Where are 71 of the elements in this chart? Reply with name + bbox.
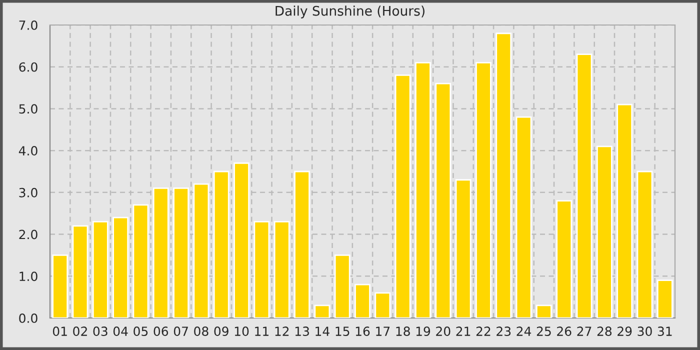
bar xyxy=(112,216,129,318)
x-tick-label: 11 xyxy=(255,326,268,336)
bar xyxy=(496,32,512,318)
x-tick-label: 15 xyxy=(336,326,350,336)
bar xyxy=(354,284,370,318)
bar xyxy=(254,221,270,318)
x-tick-label: 16 xyxy=(356,326,370,336)
bar xyxy=(52,254,68,318)
x-tick-label: 07 xyxy=(174,326,188,336)
bar xyxy=(476,62,492,318)
bar xyxy=(656,280,673,318)
bar xyxy=(152,188,169,318)
x-tick-label: 04 xyxy=(113,326,128,336)
y-tick-label: 1.0 xyxy=(20,272,38,282)
x-tick-label: 26 xyxy=(557,326,572,336)
x-tick-label: 19 xyxy=(416,326,430,336)
x-tick-label: 22 xyxy=(476,326,490,336)
y-tick-label: 3.0 xyxy=(19,188,38,198)
x-tick-label: 24 xyxy=(516,326,532,336)
bar xyxy=(596,146,612,318)
x-tick-label: 03 xyxy=(93,326,108,336)
bar xyxy=(374,292,391,318)
x-tick-label: 31 xyxy=(658,326,672,336)
x-tick-label: 10 xyxy=(234,326,249,336)
y-tick-label: 6.0 xyxy=(19,62,38,72)
x-tick-label: 08 xyxy=(194,326,208,336)
x-tick-label: 20 xyxy=(436,326,450,336)
x-tick-label: 12 xyxy=(275,326,289,336)
bar xyxy=(193,183,210,318)
y-tick-label: 4.0 xyxy=(18,146,38,156)
x-tick-label: 28 xyxy=(597,326,612,336)
x-tick-label: 30 xyxy=(638,326,652,336)
bar xyxy=(516,116,532,318)
x-tick-label: 23 xyxy=(496,326,511,336)
bar xyxy=(132,204,149,318)
x-tick-label: 21 xyxy=(456,326,470,336)
bar xyxy=(274,221,290,318)
x-tick-label: 13 xyxy=(295,326,309,336)
x-tick-label: 09 xyxy=(214,326,228,336)
x-tick-label: 01 xyxy=(52,326,67,336)
bar xyxy=(334,254,350,318)
x-tick-label: 06 xyxy=(154,326,168,336)
bar xyxy=(636,170,653,318)
bar xyxy=(455,179,472,318)
bar xyxy=(213,170,230,318)
x-tick-label: 18 xyxy=(396,326,410,336)
bar xyxy=(294,170,310,318)
bar xyxy=(556,200,572,318)
bar xyxy=(234,162,250,318)
bar xyxy=(92,221,108,318)
y-tick-label: 7.0 xyxy=(19,20,38,30)
bar xyxy=(314,304,330,318)
x-tick-label: 14 xyxy=(316,326,330,336)
bar xyxy=(576,54,592,318)
y-tick-label: 5.0 xyxy=(19,104,38,114)
x-tick-label: 17 xyxy=(376,326,390,336)
x-tick-label: 25 xyxy=(536,326,551,336)
x-tick-label: 05 xyxy=(134,326,148,336)
bar xyxy=(536,304,552,318)
x-tick-label: 02 xyxy=(73,326,87,336)
x-tick-label: 27 xyxy=(577,326,592,336)
bar xyxy=(415,62,431,318)
chart-title: Daily Sunshine (Hours) xyxy=(276,6,424,18)
bar xyxy=(72,225,88,318)
y-tick-label: 0.0 xyxy=(19,313,38,323)
bar xyxy=(616,104,633,318)
y-tick-label: 2.0 xyxy=(19,230,38,240)
bar xyxy=(435,82,452,318)
bar xyxy=(394,74,411,318)
x-tick-label: 29 xyxy=(618,326,632,336)
bar xyxy=(173,188,189,318)
